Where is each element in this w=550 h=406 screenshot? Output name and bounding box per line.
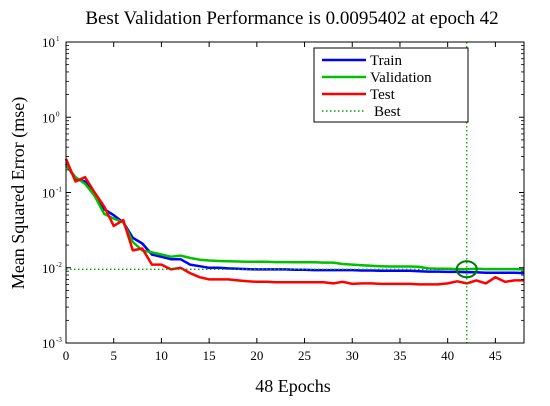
x-tick-label: 0 bbox=[63, 348, 70, 363]
x-tick-label: 40 bbox=[441, 348, 454, 363]
legend-label-train: Train bbox=[370, 53, 402, 69]
x-tick-label: 30 bbox=[346, 348, 359, 363]
y-tick-label: 10 bbox=[42, 35, 55, 50]
y-axis-label: Mean Squared Error (mse) bbox=[8, 97, 29, 289]
y-tick-exponent: 1 bbox=[56, 35, 60, 43]
x-axis-label: 48 Epochs bbox=[255, 376, 331, 396]
x-tick-label: 45 bbox=[489, 348, 502, 363]
legend-label-test: Test bbox=[370, 87, 396, 103]
best-point-circle bbox=[455, 260, 478, 279]
y-tick-label: 10 bbox=[42, 261, 55, 276]
y-tick-label: 10 bbox=[42, 336, 55, 351]
x-tick-label: 5 bbox=[110, 348, 117, 363]
y-tick-exponent: -2 bbox=[56, 261, 62, 269]
x-tick-label: 10 bbox=[155, 348, 168, 363]
x-tick-label: 20 bbox=[250, 348, 263, 363]
x-tick-label: 35 bbox=[393, 348, 406, 363]
x-tick-label: 25 bbox=[298, 348, 311, 363]
y-tick-label: 10 bbox=[42, 186, 55, 201]
best-marker-layer bbox=[66, 42, 478, 343]
y-tick-exponent: 0 bbox=[56, 110, 60, 118]
y-tick-exponent: -3 bbox=[56, 336, 62, 344]
legend-label-best: Best bbox=[374, 104, 402, 120]
y-tick-exponent: -1 bbox=[56, 186, 62, 194]
series-line-test bbox=[64, 158, 524, 286]
y-tick-label: 10 bbox=[42, 110, 55, 125]
legend-label-validation: Validation bbox=[370, 70, 432, 86]
chart-title: Best Validation Performance is 0.0095402… bbox=[85, 8, 498, 29]
x-tick-label: 15 bbox=[203, 348, 216, 363]
